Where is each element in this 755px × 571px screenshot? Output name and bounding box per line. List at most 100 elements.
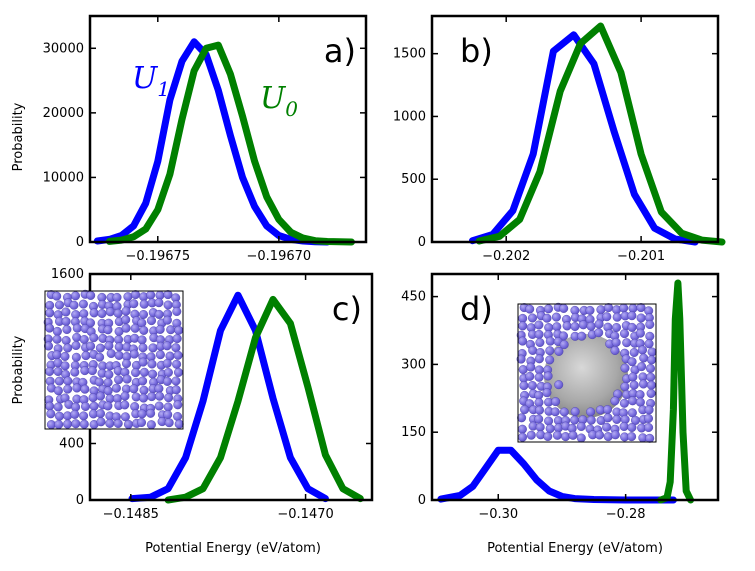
atom-sphere <box>629 380 639 390</box>
atom-sphere <box>113 308 123 318</box>
atom-sphere <box>542 313 552 323</box>
atom-sphere <box>517 424 527 434</box>
atom-sphere <box>629 348 639 358</box>
atom-sphere <box>162 376 172 386</box>
atom-sphere <box>52 334 62 344</box>
atom-sphere <box>163 368 173 378</box>
atom-sphere <box>164 418 174 428</box>
atom-sphere <box>647 347 657 357</box>
atom-sphere <box>174 325 184 335</box>
atom-sphere <box>517 413 527 423</box>
atom-sphere <box>80 366 90 376</box>
atom-sphere <box>568 430 578 440</box>
atom-sphere <box>46 409 56 419</box>
atom-sphere <box>525 371 535 381</box>
atom-sphere <box>518 365 528 375</box>
atom-sphere <box>528 345 538 355</box>
atom-sphere <box>627 423 637 433</box>
y-tick-label: 0 <box>76 235 84 250</box>
atom-sphere <box>120 412 130 422</box>
atom-sphere <box>155 290 165 300</box>
atom-sphere <box>79 411 89 421</box>
atom-sphere <box>121 315 131 325</box>
y-tick-label: 0 <box>418 493 426 508</box>
y-tick-label: 0 <box>76 493 84 508</box>
y-tick-label: 10000 <box>43 170 84 185</box>
atom-sphere <box>559 407 569 417</box>
atom-sphere <box>72 323 82 333</box>
atom-sphere <box>554 380 564 390</box>
atom-sphere <box>528 313 538 323</box>
atom-sphere <box>612 323 622 333</box>
atom-sphere <box>620 329 630 339</box>
atom-sphere <box>155 391 165 401</box>
ylabel-bottom: Probability <box>11 335 26 404</box>
atom-sphere <box>79 335 89 345</box>
atom-sphere <box>627 311 637 321</box>
atom-sphere <box>121 306 131 316</box>
atom-sphere <box>148 369 158 379</box>
atom-sphere <box>622 338 632 348</box>
atom-sphere <box>105 307 115 317</box>
atom-sphere <box>163 290 173 300</box>
atom-sphere <box>611 337 621 347</box>
atom-sphere <box>171 376 181 386</box>
atom-sphere <box>619 398 629 408</box>
atom-sphere <box>636 313 646 323</box>
atom-sphere <box>559 303 569 313</box>
legend-u0: U0 <box>260 81 298 121</box>
atom-sphere <box>96 417 106 427</box>
atom-sphere <box>154 384 164 394</box>
atom-sphere <box>518 336 528 346</box>
atom-sphere <box>123 419 133 429</box>
atom-sphere <box>627 432 637 442</box>
atom-sphere <box>627 357 637 367</box>
atom-sphere <box>173 350 183 360</box>
atom-sphere <box>172 359 182 369</box>
atom-sphere <box>545 424 555 434</box>
atom-sphere <box>120 391 130 401</box>
atom-sphere <box>146 290 156 300</box>
atom-sphere <box>123 292 133 302</box>
atom-sphere <box>545 355 555 365</box>
atom-sphere <box>139 325 149 335</box>
atom-sphere <box>162 341 172 351</box>
atom-sphere <box>635 390 645 400</box>
atom-sphere <box>646 380 656 390</box>
atom-sphere <box>163 410 173 420</box>
atom-sphere <box>164 393 174 403</box>
atom-sphere <box>645 433 655 443</box>
atom-sphere <box>174 419 184 429</box>
atom-sphere <box>103 401 113 411</box>
atom-sphere <box>526 430 536 440</box>
atom-sphere <box>139 367 149 377</box>
atom-sphere <box>139 299 149 309</box>
atom-sphere <box>139 385 149 395</box>
panel-label: a) <box>324 32 356 70</box>
y-tick-label: 300 <box>401 357 426 372</box>
atom-sphere <box>554 346 564 356</box>
atom-sphere <box>173 400 183 410</box>
atom-sphere <box>120 400 130 410</box>
xlabel-c: Potential Energy (eV/atom) <box>145 541 321 556</box>
atom-sphere <box>63 384 73 394</box>
atom-sphere <box>543 371 553 381</box>
atom-sphere <box>518 321 528 331</box>
atom-sphere <box>526 362 536 372</box>
atom-sphere <box>155 350 165 360</box>
atom-sphere <box>644 339 654 349</box>
atom-sphere <box>61 336 71 346</box>
y-tick-label: 400 <box>59 437 84 452</box>
atom-sphere <box>146 316 156 326</box>
atom-sphere <box>586 415 596 425</box>
atom-sphere <box>138 357 148 367</box>
atom-sphere <box>610 346 620 356</box>
atom-sphere <box>520 405 530 415</box>
series-u0-line <box>475 22 726 246</box>
y-tick-label: 30000 <box>43 41 84 56</box>
atom-sphere <box>138 343 148 353</box>
atom-sphere <box>644 414 654 424</box>
atom-sphere <box>172 307 182 317</box>
atom-sphere <box>612 414 622 424</box>
